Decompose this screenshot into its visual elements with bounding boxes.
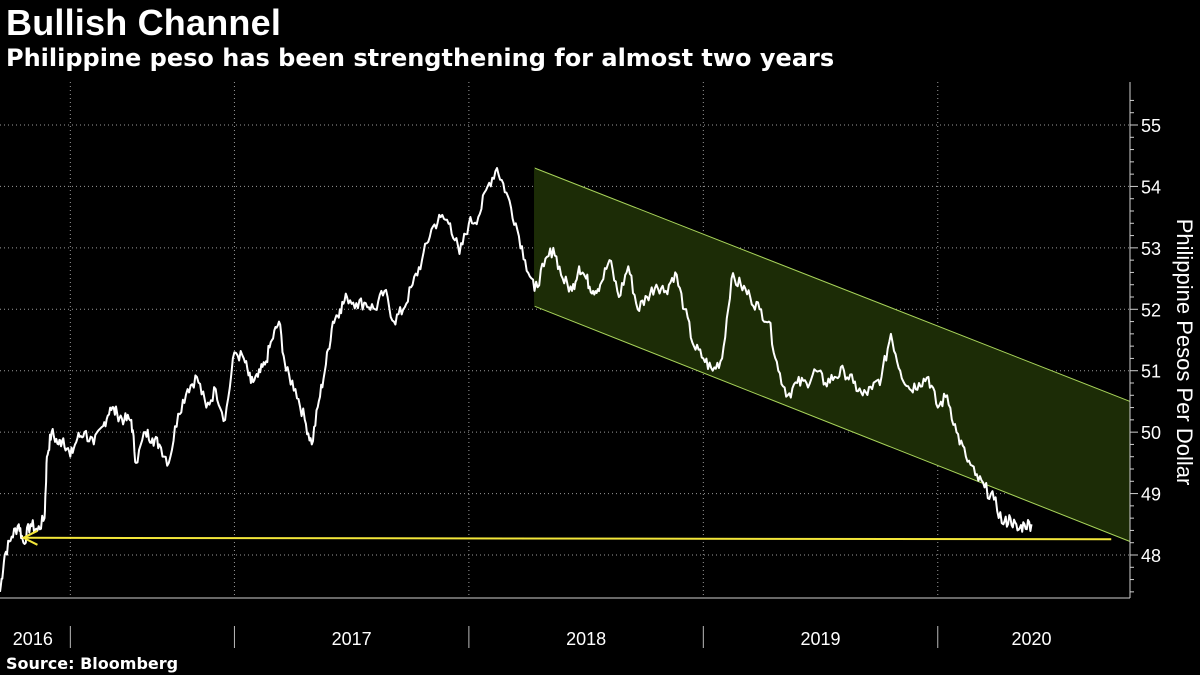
channel-fill bbox=[534, 168, 1130, 542]
support-arrowhead bbox=[21, 529, 38, 546]
y-tick-label-51: 51 bbox=[1141, 362, 1161, 382]
x-tick-label-2018: 2018 bbox=[566, 629, 606, 649]
y-tick-label-52: 52 bbox=[1141, 300, 1161, 320]
bullish-channel bbox=[534, 167, 1131, 542]
chart-subtitle: Philippine peso has been strengthening f… bbox=[6, 44, 835, 72]
y-tick-label-48: 48 bbox=[1141, 546, 1161, 566]
support-line bbox=[23, 536, 1112, 541]
x-tick-label-2020: 2020 bbox=[1012, 629, 1052, 649]
series-line-0 bbox=[0, 167, 1033, 593]
y-tick-label-49: 49 bbox=[1141, 485, 1161, 505]
series-layer bbox=[0, 167, 1033, 593]
x-tick-label-2017: 2017 bbox=[332, 629, 372, 649]
x-tick-label-2016: 2016 bbox=[13, 629, 53, 649]
y-axis-label: Philippine Pesos Per Dollar bbox=[1172, 219, 1197, 486]
y-tick-label-53: 53 bbox=[1141, 239, 1161, 259]
y-tick-label-55: 55 bbox=[1141, 116, 1161, 136]
x-tick-label-2019: 2019 bbox=[801, 629, 841, 649]
y-axis: 48 49 50 51 52 53 54 55 bbox=[1129, 82, 1161, 598]
chart-title: Bullish Channel bbox=[6, 2, 282, 43]
channel-lower-bound bbox=[534, 305, 1131, 542]
support-line-group bbox=[21, 529, 1112, 546]
source-note: Source: Bloomberg bbox=[6, 654, 179, 673]
x-axis: 2016 2017 2018 2019 2020 bbox=[0, 597, 1130, 649]
y-tick-label-54: 54 bbox=[1141, 177, 1161, 197]
channel-upper-bound bbox=[534, 167, 1131, 402]
y-tick-label-50: 50 bbox=[1141, 423, 1161, 443]
